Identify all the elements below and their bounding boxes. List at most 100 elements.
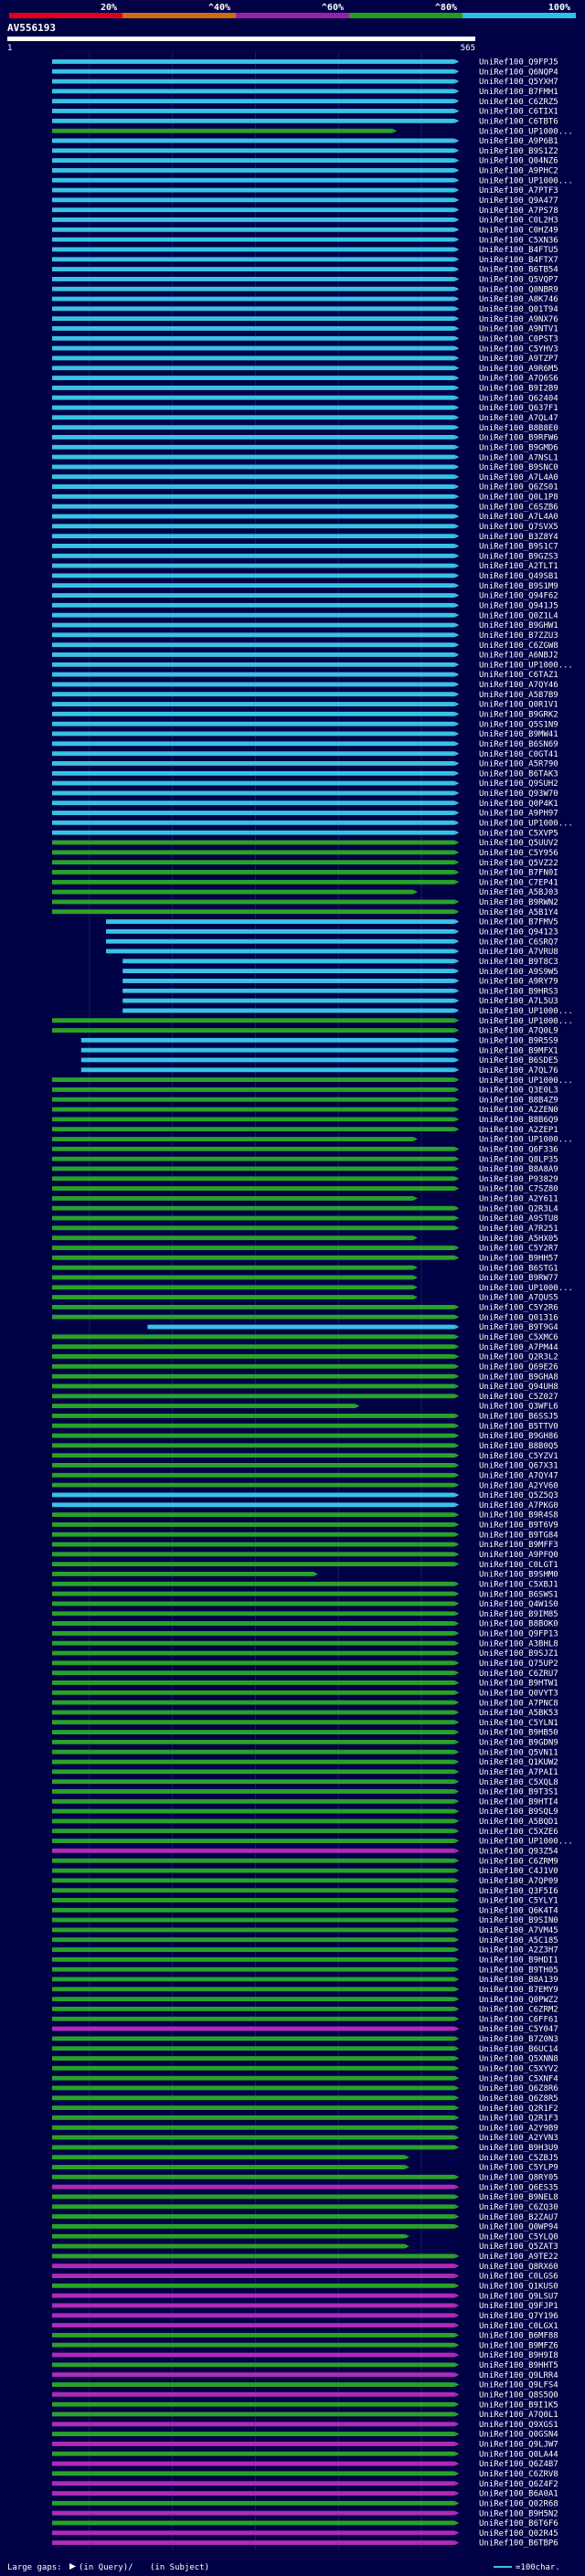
hit-row[interactable]: UniRef100_C6ZQ30 bbox=[52, 2203, 558, 2212]
hit-label[interactable]: UniRef100_B9NEL8 bbox=[479, 2193, 558, 2202]
hit-label[interactable]: UniRef100_C5Y047 bbox=[479, 2025, 558, 2034]
hit-row[interactable]: UniRef100_Q6Z4B7 bbox=[52, 2460, 558, 2469]
hit-label[interactable]: UniRef100_B6TBP6 bbox=[479, 2539, 558, 2549]
hit-row[interactable]: UniRef100_A7L5U3 bbox=[122, 997, 558, 1006]
hit-row[interactable]: UniRef100_B6T6F6 bbox=[52, 2519, 558, 2528]
hit-label[interactable]: UniRef100_C5Y956 bbox=[479, 849, 558, 858]
hit-row[interactable]: UniRef100_B6A0A1 bbox=[52, 2490, 558, 2499]
hit-row[interactable]: UniRef100_Q62404 bbox=[52, 394, 558, 403]
hit-label[interactable]: UniRef100_B9S1M9 bbox=[479, 582, 558, 591]
hit-row[interactable]: UniRef100_B9T3S1 bbox=[52, 1788, 558, 1797]
hit-label[interactable]: UniRef100_A9TZP7 bbox=[479, 355, 558, 364]
hit-row[interactable]: UniRef100_A5C185 bbox=[52, 1936, 558, 1945]
hit-row[interactable]: UniRef100_B9GHA8 bbox=[52, 1373, 558, 1382]
hit-label[interactable]: UniRef100_A2ZEN0 bbox=[479, 1106, 558, 1115]
hit-label[interactable]: UniRef100_A7PNC8 bbox=[479, 1699, 558, 1708]
hit-label[interactable]: UniRef100_A7L4A0 bbox=[479, 473, 558, 482]
hit-row[interactable]: UniRef100_B9HH57 bbox=[52, 1254, 558, 1263]
hit-row[interactable]: UniRef100_Q0P4K1 bbox=[52, 800, 558, 809]
hit-label[interactable]: UniRef100_C0PST3 bbox=[479, 334, 558, 344]
hit-label[interactable]: UniRef100_C7EP41 bbox=[479, 878, 558, 887]
hit-label[interactable]: UniRef100_B6SN69 bbox=[479, 740, 558, 749]
hit-row[interactable]: UniRef100_C6SRQ7 bbox=[106, 938, 558, 947]
hit-label[interactable]: UniRef100_B9GH86 bbox=[479, 1432, 558, 1441]
hit-label[interactable]: UniRef100_Q93Z54 bbox=[479, 1848, 558, 1857]
hit-label[interactable]: UniRef100_B9I2B9 bbox=[479, 385, 558, 394]
hit-row[interactable]: UniRef100_B7EMY9 bbox=[52, 1986, 558, 1995]
hit-label[interactable]: UniRef100_C6FF61 bbox=[479, 2015, 558, 2024]
hit-row[interactable]: UniRef100_Q01T94 bbox=[52, 305, 558, 314]
hit-row[interactable]: UniRef100_B3Z8Y4 bbox=[52, 533, 558, 542]
hit-label[interactable]: UniRef100_Q67X31 bbox=[479, 1462, 558, 1471]
hit-label[interactable]: UniRef100_A7Q0L9 bbox=[479, 1027, 558, 1036]
hit-label[interactable]: UniRef100_Q02R68 bbox=[479, 2499, 558, 2508]
hit-row[interactable]: UniRef100_Q9LSU7 bbox=[52, 2292, 558, 2301]
hit-row[interactable]: UniRef100_B6TBP6 bbox=[52, 2539, 558, 2549]
hit-row[interactable]: UniRef100_UP1000... bbox=[52, 127, 573, 136]
hit-label[interactable]: UniRef100_B8B0Q5 bbox=[479, 1442, 558, 1451]
hit-row[interactable]: UniRef100_B9S1M9 bbox=[52, 582, 558, 591]
hit-label[interactable]: UniRef100_Q4W1S0 bbox=[479, 1600, 558, 1609]
hit-row[interactable]: UniRef100_Q0NBR9 bbox=[52, 285, 558, 294]
hit-label[interactable]: UniRef100_B8BOK0 bbox=[479, 1620, 558, 1629]
hit-row[interactable]: UniRef100_A5BQD1 bbox=[52, 1818, 558, 1827]
hit-label[interactable]: UniRef100_B9T3S1 bbox=[479, 1788, 558, 1797]
hit-row[interactable]: UniRef100_B9MFF3 bbox=[52, 1541, 558, 1550]
hit-label[interactable]: UniRef100_A7QY47 bbox=[479, 1471, 558, 1480]
hit-row[interactable]: UniRef100_UP1000... bbox=[52, 1136, 573, 1145]
hit-label[interactable]: UniRef100_A7PKG0 bbox=[479, 1501, 558, 1511]
hit-row[interactable]: UniRef100_Q1KUW2 bbox=[52, 1758, 558, 1767]
hit-label[interactable]: UniRef100_B9RWN2 bbox=[479, 898, 558, 907]
hit-row[interactable]: UniRef100_C5YZV1 bbox=[52, 1452, 558, 1461]
hit-row[interactable]: UniRef100_Q49SB1 bbox=[52, 572, 558, 581]
hit-label[interactable]: UniRef100_B9H9I8 bbox=[479, 2351, 558, 2360]
hit-label[interactable]: UniRef100_A7QL47 bbox=[479, 414, 558, 423]
hit-row[interactable]: UniRef100_Q0LA44 bbox=[52, 2450, 558, 2459]
hit-label[interactable]: UniRef100_A7L5U3 bbox=[479, 997, 558, 1006]
hit-row[interactable]: UniRef100_C6SZB6 bbox=[52, 503, 558, 512]
hit-row[interactable]: UniRef100_Q04NZ6 bbox=[52, 157, 558, 166]
hit-row[interactable]: UniRef100_A2Z3H7 bbox=[52, 1946, 558, 1956]
hit-label[interactable]: UniRef100_Q8RX60 bbox=[479, 2263, 558, 2272]
hit-row[interactable]: UniRef100_C5XMC6 bbox=[52, 1333, 558, 1342]
hit-label[interactable]: UniRef100_Q6Z4F2 bbox=[479, 2480, 558, 2489]
hit-label[interactable]: UniRef100_Q93W70 bbox=[479, 790, 558, 799]
hit-label[interactable]: UniRef100_B6STG1 bbox=[479, 1264, 558, 1273]
hit-row[interactable]: UniRef100_A5BJ03 bbox=[52, 888, 558, 897]
hit-label[interactable]: UniRef100_Q3F5I6 bbox=[479, 1887, 558, 1896]
hit-row[interactable]: UniRef100_A2Y611 bbox=[52, 1195, 558, 1204]
hit-label[interactable]: UniRef100_UP1000... bbox=[479, 1284, 573, 1293]
hit-label[interactable]: UniRef100_A7NSL1 bbox=[479, 453, 558, 462]
hit-label[interactable]: UniRef100_C4J1V0 bbox=[479, 1867, 558, 1876]
hit-label[interactable]: UniRef100_A9PHC2 bbox=[479, 167, 558, 176]
hit-row[interactable]: UniRef100_A9NTV1 bbox=[52, 325, 558, 334]
hit-label[interactable]: UniRef100_P93829 bbox=[479, 1175, 558, 1184]
hit-label[interactable]: UniRef100_Q6Z4B7 bbox=[479, 2460, 558, 2469]
hit-row[interactable]: UniRef100_B9H3U9 bbox=[52, 2144, 558, 2153]
hit-row[interactable]: UniRef100_A5HX05 bbox=[52, 1235, 558, 1244]
hit-row[interactable]: UniRef100_C5Y047 bbox=[52, 2025, 558, 2034]
hit-row[interactable]: UniRef100_C5YLP9 bbox=[52, 2164, 558, 2173]
hit-row[interactable]: UniRef100_B9GRK2 bbox=[52, 711, 558, 720]
hit-row[interactable]: UniRef100_Q637F1 bbox=[52, 404, 558, 413]
hit-label[interactable]: UniRef100_B9IM85 bbox=[479, 1610, 558, 1619]
hit-row[interactable]: UniRef100_B6STG1 bbox=[52, 1264, 558, 1273]
hit-label[interactable]: UniRef100_B9HHT5 bbox=[479, 2361, 558, 2370]
hit-row[interactable]: UniRef100_A6NBJ2 bbox=[52, 652, 558, 661]
hit-label[interactable]: UniRef100_B6A0A1 bbox=[479, 2490, 558, 2499]
hit-row[interactable]: UniRef100_Q6ES35 bbox=[52, 2183, 558, 2192]
hit-row[interactable]: UniRef100_C6ZRV8 bbox=[52, 2470, 558, 2479]
hit-row[interactable]: UniRef100_Q8RX60 bbox=[52, 2263, 558, 2272]
hit-label[interactable]: UniRef100_Q5Z5Q3 bbox=[479, 1491, 558, 1500]
hit-label[interactable]: UniRef100_B9SNC0 bbox=[479, 463, 558, 472]
hit-label[interactable]: UniRef100_Q637F1 bbox=[479, 404, 558, 413]
hit-row[interactable]: UniRef100_C5YLQ0 bbox=[52, 2232, 558, 2242]
hit-label[interactable]: UniRef100_B7FN0I bbox=[479, 869, 558, 878]
hit-label[interactable]: UniRef100_Q94UH8 bbox=[479, 1383, 558, 1392]
hit-row[interactable]: UniRef100_B9TH05 bbox=[52, 1966, 558, 1975]
hit-label[interactable]: UniRef100_UP1000... bbox=[479, 661, 573, 670]
hit-label[interactable]: UniRef100_Q2R1F3 bbox=[479, 2115, 558, 2124]
hit-label[interactable]: UniRef100_B8B6Q9 bbox=[479, 1116, 558, 1125]
hit-label[interactable]: UniRef100_B7Z0N3 bbox=[479, 2035, 558, 2044]
hit-row[interactable]: UniRef100_Q2R3L4 bbox=[52, 1204, 558, 1214]
